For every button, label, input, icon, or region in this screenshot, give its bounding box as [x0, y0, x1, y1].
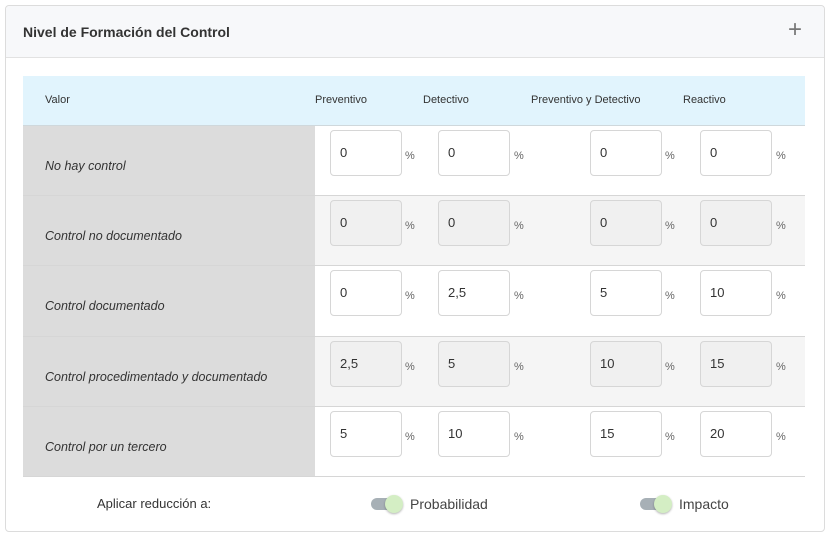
value-input-preventivo[interactable]: 0 — [330, 200, 402, 246]
value-text: 20 — [710, 426, 725, 441]
header-reactivo: Reactivo — [683, 94, 726, 106]
value-input-preventivo[interactable]: 0 — [330, 130, 402, 176]
percent-unit: % — [514, 290, 524, 302]
value-input-reactivo[interactable]: 0 — [700, 200, 772, 246]
value-input-preventivo-y-detectivo[interactable]: 5 — [590, 270, 662, 316]
value-text: 0 — [600, 215, 608, 230]
percent-unit: % — [665, 431, 675, 443]
plus-icon[interactable]: + — [787, 16, 802, 43]
impacto-label: Impacto — [679, 496, 729, 512]
value-text: 0 — [600, 145, 608, 160]
value-input-detectivo[interactable]: 0 — [438, 200, 510, 246]
value-text: 10 — [448, 426, 463, 441]
impacto-toggle[interactable] — [640, 495, 672, 513]
header-preventivo-detectivo: Preventivo y Detectivo — [531, 94, 641, 106]
row-label: Control procedimentado y documentado — [45, 369, 268, 384]
row-label-cell: Control por un tercero — [23, 407, 315, 476]
row-label: No hay control — [45, 158, 126, 173]
value-input-preventivo-y-detectivo[interactable]: 15 — [590, 411, 662, 457]
percent-unit: % — [405, 361, 415, 373]
value-text: 2,5 — [340, 356, 359, 371]
value-text: 0 — [340, 215, 348, 230]
table-row: Control documentado 0% 2,5% 5% 10% — [23, 266, 805, 337]
value-input-detectivo[interactable]: 0 — [438, 130, 510, 176]
table-header: Valor Preventivo Detectivo Preventivo y … — [23, 76, 805, 126]
table-row: Control procedimentado y documentado 2,5%… — [23, 337, 805, 407]
value-text: 5 — [448, 356, 456, 371]
percent-unit: % — [776, 220, 786, 232]
percent-unit: % — [514, 361, 524, 373]
value-input-detectivo[interactable]: 5 — [438, 341, 510, 387]
row-label-cell: Control no documentado — [23, 196, 315, 265]
value-text: 10 — [600, 356, 615, 371]
value-text: 0 — [448, 215, 456, 230]
percent-unit: % — [405, 431, 415, 443]
percent-unit: % — [665, 361, 675, 373]
value-text: 0 — [448, 145, 456, 160]
percent-unit: % — [665, 220, 675, 232]
percent-unit: % — [665, 150, 675, 162]
value-text: 0 — [340, 145, 348, 160]
value-text: 2,5 — [448, 285, 467, 300]
value-input-preventivo[interactable]: 0 — [330, 270, 402, 316]
value-input-preventivo[interactable]: 5 — [330, 411, 402, 457]
value-input-preventivo-y-detectivo[interactable]: 0 — [590, 130, 662, 176]
probabilidad-toggle[interactable] — [371, 495, 403, 513]
value-input-detectivo[interactable]: 2,5 — [438, 270, 510, 316]
percent-unit: % — [776, 361, 786, 373]
value-input-preventivo-y-detectivo[interactable]: 0 — [590, 200, 662, 246]
value-text: 5 — [600, 285, 608, 300]
value-input-reactivo[interactable]: 10 — [700, 270, 772, 316]
value-text: 15 — [600, 426, 615, 441]
row-label: Control no documentado — [45, 228, 182, 243]
panel-header[interactable]: Nivel de Formación del Control + — [6, 6, 824, 58]
percent-unit: % — [514, 431, 524, 443]
table-row: No hay control 0% 0% 0% 0% — [23, 126, 805, 196]
value-input-preventivo[interactable]: 2,5 — [330, 341, 402, 387]
percent-unit: % — [776, 290, 786, 302]
value-text: 5 — [340, 426, 348, 441]
percent-unit: % — [514, 220, 524, 232]
row-label: Control documentado — [45, 299, 165, 313]
percent-unit: % — [405, 150, 415, 162]
value-text: 10 — [710, 285, 725, 300]
value-input-preventivo-y-detectivo[interactable]: 10 — [590, 341, 662, 387]
percent-unit: % — [405, 220, 415, 232]
row-label-cell: No hay control — [23, 126, 315, 195]
header-valor: Valor — [45, 94, 70, 106]
table-row: Control no documentado 0% 0% 0% 0% — [23, 196, 805, 266]
value-input-reactivo[interactable]: 20 — [700, 411, 772, 457]
percent-unit: % — [405, 290, 415, 302]
value-text: 0 — [710, 145, 718, 160]
value-input-reactivo[interactable]: 0 — [700, 130, 772, 176]
table-row: Control por un tercero 5% 10% 15% 20% — [23, 407, 805, 477]
percent-unit: % — [514, 150, 524, 162]
value-input-reactivo[interactable]: 15 — [700, 341, 772, 387]
percent-unit: % — [776, 431, 786, 443]
panel-title: Nivel de Formación del Control — [23, 24, 230, 40]
apply-reduction-label: Aplicar reducción a: — [97, 496, 212, 511]
row-label-cell: Control procedimentado y documentado — [23, 337, 315, 406]
value-input-detectivo[interactable]: 10 — [438, 411, 510, 457]
value-text: 15 — [710, 356, 725, 371]
percent-unit: % — [665, 290, 675, 302]
probabilidad-label: Probabilidad — [410, 496, 488, 512]
percent-unit: % — [776, 150, 786, 162]
row-label: Control por un tercero — [45, 439, 167, 454]
header-preventivo: Preventivo — [315, 94, 367, 106]
value-text: 0 — [340, 285, 348, 300]
row-label-cell: Control documentado — [23, 266, 315, 336]
header-detectivo: Detectivo — [423, 94, 469, 106]
value-text: 0 — [710, 215, 718, 230]
